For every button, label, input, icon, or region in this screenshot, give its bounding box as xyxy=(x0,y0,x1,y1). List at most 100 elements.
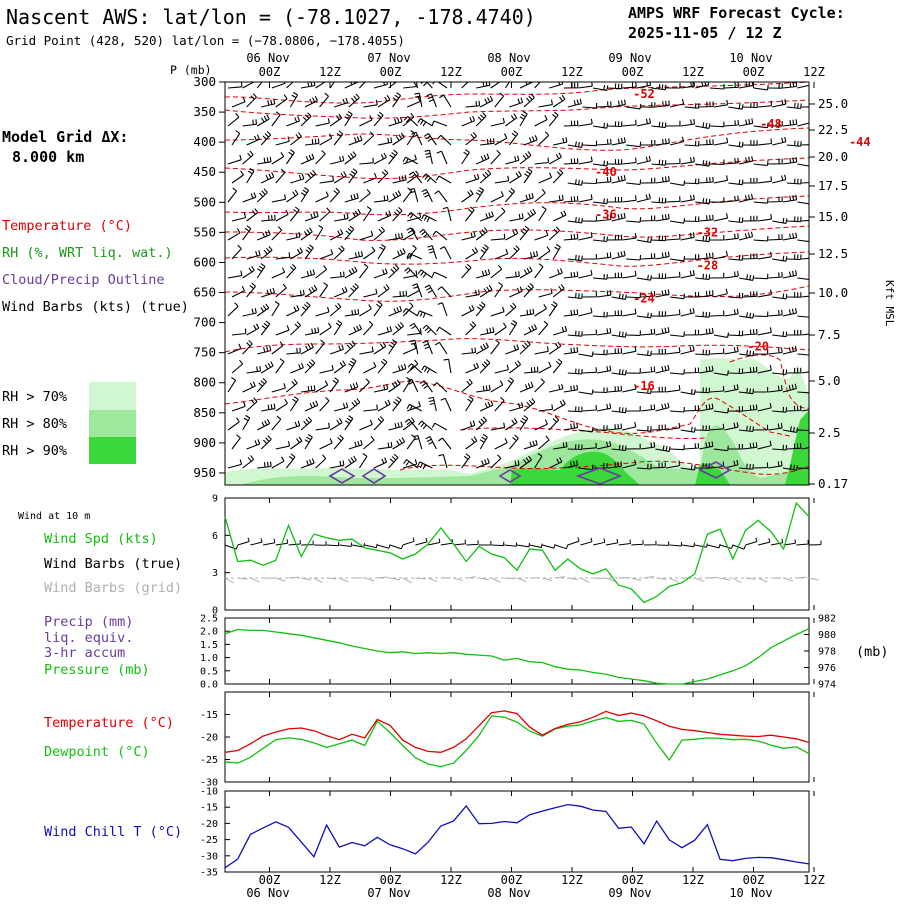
wind-barb xyxy=(637,156,651,164)
grid-wind-barb xyxy=(377,577,387,578)
wind-barb xyxy=(520,226,529,240)
wind-barb xyxy=(261,99,275,107)
wind-barb xyxy=(524,209,536,221)
wind-barb xyxy=(432,121,447,126)
wind-barb xyxy=(539,207,547,222)
wind-barb xyxy=(626,217,640,222)
wind-barb xyxy=(349,209,361,221)
wind-barb xyxy=(403,378,410,393)
wind-barb xyxy=(425,150,433,164)
wind-barb xyxy=(641,253,655,259)
wind-barb xyxy=(320,93,329,107)
wind-barb xyxy=(754,312,768,317)
wind-barb xyxy=(476,302,485,316)
wind-chill-tick-label: -10 xyxy=(200,787,218,798)
wind-barb xyxy=(637,237,652,242)
wind-barb xyxy=(578,194,592,202)
wind-barb xyxy=(444,359,451,373)
wind-barb xyxy=(637,194,651,202)
wind-speed-tick-label: 6 xyxy=(212,531,218,542)
wind-barb xyxy=(363,247,375,259)
wind-barb xyxy=(539,362,551,373)
wind-barb xyxy=(772,137,786,145)
wind-barb xyxy=(695,350,709,355)
wind-barb xyxy=(480,401,493,411)
wind-barb xyxy=(578,389,593,394)
wind-barb xyxy=(739,312,754,318)
wind-barb xyxy=(363,405,377,411)
wind-barb xyxy=(412,132,422,145)
wind-barb xyxy=(772,256,787,261)
true-wind-barb xyxy=(530,544,543,548)
wind-barb xyxy=(524,367,538,373)
wind-barb xyxy=(491,307,504,316)
wind-barb xyxy=(520,341,530,354)
wind-barb xyxy=(466,437,477,449)
wind-barb xyxy=(437,151,447,164)
wind-barb xyxy=(670,256,685,261)
wind-barb xyxy=(276,359,284,373)
wind-speed-tick-label: 3 xyxy=(212,568,218,579)
wind-barb xyxy=(393,207,403,221)
wind-barb xyxy=(334,321,342,336)
wind-barb xyxy=(305,327,319,335)
wind-barb xyxy=(466,322,476,335)
wind-barb xyxy=(739,232,753,240)
wind-barb xyxy=(462,116,475,126)
wind-barb xyxy=(247,398,257,411)
wind-barb xyxy=(783,119,797,126)
wind-barb xyxy=(462,264,471,278)
pressure-tick-label: 974 xyxy=(818,680,836,691)
wind-barb xyxy=(495,249,508,259)
wind-barb xyxy=(524,135,537,145)
wind-barb xyxy=(272,268,285,278)
wind-barb xyxy=(422,366,437,373)
grid-wind-barb xyxy=(289,577,299,578)
wind-barb xyxy=(549,227,559,240)
wind-barb xyxy=(593,85,608,90)
wind-barb xyxy=(257,230,270,240)
wind-barb xyxy=(622,346,636,354)
wind-barb xyxy=(412,284,422,297)
wind-barb xyxy=(491,191,504,202)
wind-barb xyxy=(286,116,299,126)
wind-barb xyxy=(582,292,596,297)
legend-cloud-outline: Cloud/Precip Outline xyxy=(2,272,165,288)
rh-key-80-label: RH > 80% xyxy=(2,416,67,432)
wind-barb xyxy=(290,92,297,107)
wind-barb xyxy=(622,158,636,164)
wind-barbs-true-label: Wind Barbs (true) xyxy=(44,556,182,572)
wind-barb xyxy=(666,272,680,278)
wind-barb xyxy=(754,85,769,90)
bottom-hour-label: 12Z xyxy=(803,873,825,887)
wind-barb xyxy=(568,141,583,147)
wind-barb xyxy=(276,95,287,107)
grid-wind-barb xyxy=(504,578,514,579)
bottom-hour-label: 12Z xyxy=(561,873,583,887)
wind-barb xyxy=(243,382,256,392)
wind-barb xyxy=(462,379,473,392)
wind-barb xyxy=(651,160,665,166)
wind-barb xyxy=(389,454,398,468)
wind-barb xyxy=(505,378,513,392)
wind-barb xyxy=(509,435,518,449)
wind-barb xyxy=(491,340,500,354)
wind-barb xyxy=(681,232,695,240)
wind-barb xyxy=(374,195,388,202)
wind-barb xyxy=(568,293,582,299)
wind-barb xyxy=(378,285,389,297)
wind-barb xyxy=(320,283,328,297)
wind-barb xyxy=(423,341,433,354)
wind-barb xyxy=(403,82,417,88)
true-wind-barb xyxy=(403,538,415,546)
wind-barb xyxy=(374,153,386,164)
wind-barb xyxy=(359,189,370,202)
height-tick-label: 15.0 xyxy=(818,209,848,224)
rh-key-90-label: RH > 90% xyxy=(2,443,67,459)
wind-barb xyxy=(466,101,480,107)
true-wind-barb xyxy=(517,543,530,547)
pressure-tick-label: 550 xyxy=(193,224,216,239)
true-wind-barb xyxy=(504,542,516,546)
